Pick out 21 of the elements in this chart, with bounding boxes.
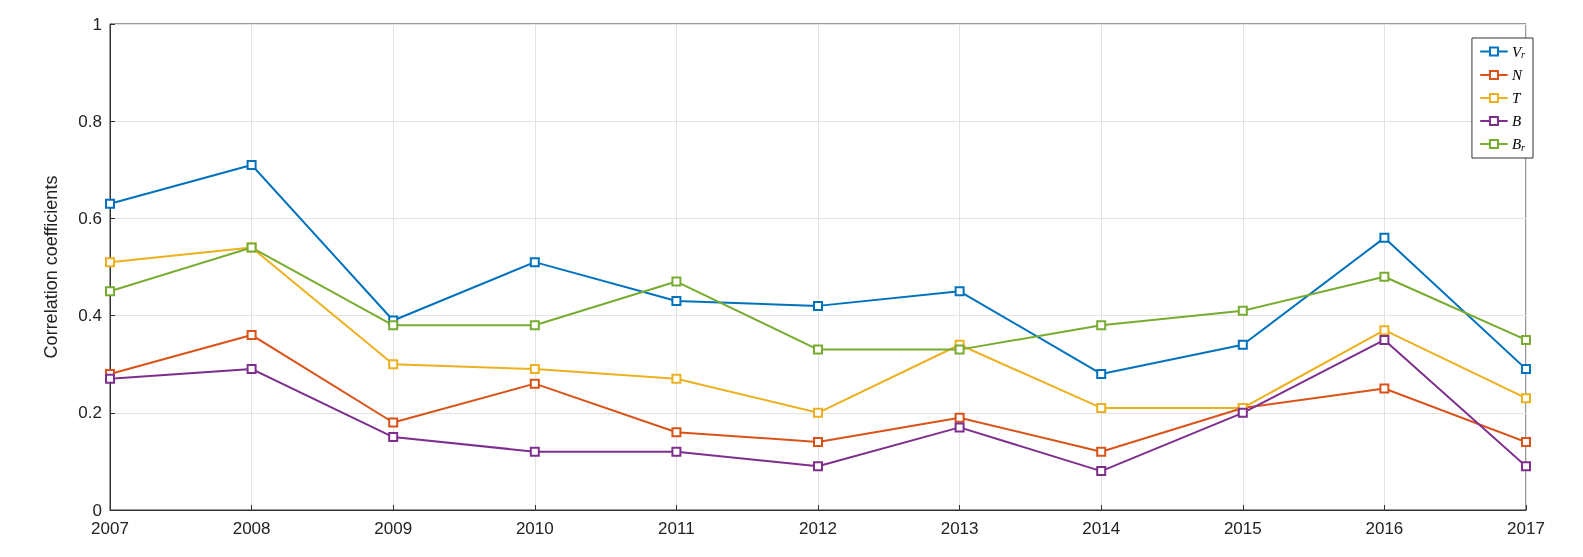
x-tick-label: 2010 — [515, 519, 554, 538]
y-tick-label: 0.8 — [78, 111, 102, 131]
y-tick-label: 0.4 — [78, 306, 102, 326]
y-tick-label: 0.6 — [78, 208, 102, 228]
x-tick-label: 2015 — [1223, 519, 1262, 538]
y-axis-title: Correlation coefficients — [41, 175, 61, 359]
x-tick-label: 2007 — [91, 519, 129, 538]
legend-label: N — [1510, 67, 1523, 83]
x-tick-label: 2014 — [1082, 519, 1121, 538]
x-tick-label: 2013 — [940, 519, 979, 538]
legend-label: B — [1511, 113, 1522, 129]
legend-label: T — [1511, 90, 1522, 106]
x-tick-label: 2012 — [799, 519, 837, 538]
x-tick-label: 2008 — [232, 519, 271, 538]
x-tick-label: 2016 — [1365, 519, 1404, 538]
x-tick-label: 2017 — [1507, 519, 1545, 538]
x-tick-label: 2011 — [658, 519, 695, 538]
y-tick-label: 0 — [92, 500, 102, 520]
y-tick-label: 0.2 — [78, 403, 102, 423]
y-tick-label: 1 — [92, 14, 102, 34]
x-tick-label: 2009 — [374, 519, 413, 538]
